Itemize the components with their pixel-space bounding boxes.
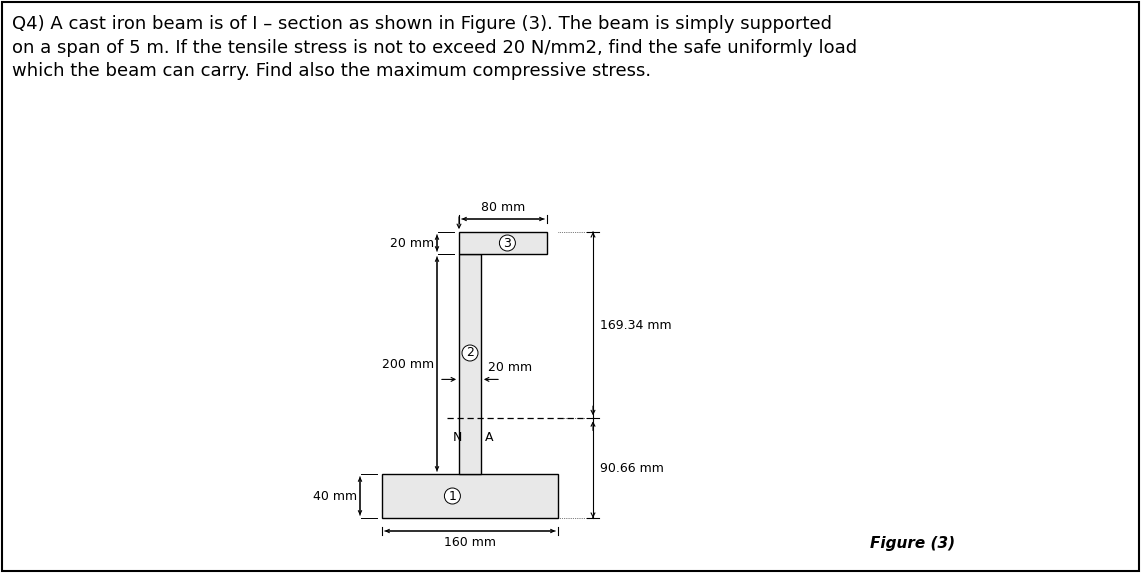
Text: A: A	[485, 431, 493, 444]
Text: 160 mm: 160 mm	[444, 536, 496, 549]
Text: 40 mm: 40 mm	[313, 489, 357, 503]
Text: 3: 3	[503, 237, 511, 249]
Text: Q4) A cast iron beam is of I – section as shown in Figure (3). The beam is simpl: Q4) A cast iron beam is of I – section a…	[13, 15, 857, 80]
Text: 90.66 mm: 90.66 mm	[600, 462, 664, 474]
Text: 200 mm: 200 mm	[382, 358, 434, 371]
Bar	[459, 254, 482, 474]
Text: 2: 2	[466, 347, 474, 359]
Text: 1: 1	[448, 489, 456, 503]
Bar	[382, 474, 558, 518]
Bar	[459, 232, 547, 254]
Text: 80 mm: 80 mm	[480, 201, 525, 214]
Text: Figure (3): Figure (3)	[869, 536, 955, 551]
Text: N: N	[452, 431, 462, 444]
Text: 20 mm: 20 mm	[488, 362, 532, 374]
Text: 20 mm: 20 mm	[390, 237, 434, 249]
Text: 169.34 mm: 169.34 mm	[600, 319, 672, 332]
